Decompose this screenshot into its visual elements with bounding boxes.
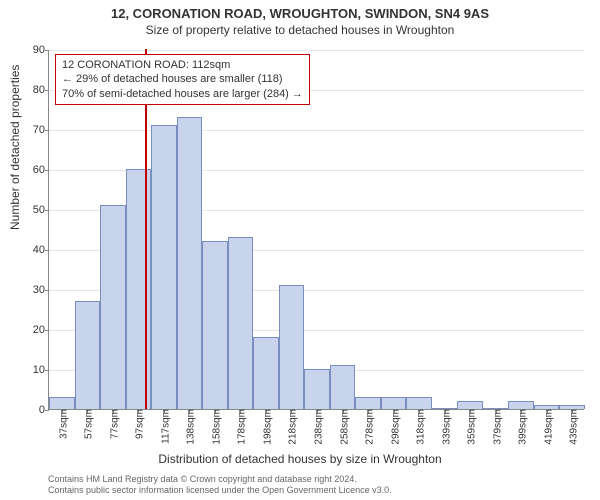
ytick-label: 20 — [33, 324, 49, 336]
bar — [355, 397, 381, 409]
bar — [100, 205, 126, 409]
bar — [304, 369, 330, 409]
y-axis-label: Number of detached properties — [8, 65, 22, 230]
gridline — [49, 50, 584, 51]
xtick-label: 419sqm — [539, 409, 554, 445]
ytick-label: 70 — [33, 124, 49, 136]
xtick-label: 117sqm — [156, 409, 171, 444]
ytick-label: 80 — [33, 84, 49, 96]
xtick-label: 278sqm — [361, 409, 376, 445]
footer-line: Contains HM Land Registry data © Crown c… — [48, 474, 588, 485]
annotation-line: 12 CORONATION ROAD: 112sqm — [62, 58, 303, 72]
ytick-label: 0 — [39, 404, 49, 416]
xtick-label: 198sqm — [258, 409, 273, 445]
bar — [406, 397, 432, 409]
bar — [457, 401, 483, 409]
xtick-label: 439sqm — [565, 409, 580, 445]
bar — [279, 285, 305, 409]
xtick-label: 379sqm — [488, 409, 503, 445]
plot-area: 12 CORONATION ROAD: 112sqm ← 29% of deta… — [48, 50, 584, 410]
xtick-label: 399sqm — [514, 409, 529, 445]
bar — [202, 241, 228, 409]
plot-wrap: 12 CORONATION ROAD: 112sqm ← 29% of deta… — [48, 50, 584, 410]
xtick-label: 298sqm — [386, 409, 401, 445]
xtick-label: 138sqm — [182, 409, 197, 445]
ytick-label: 40 — [33, 244, 49, 256]
chart-subtitle: Size of property relative to detached ho… — [0, 21, 600, 41]
xtick-label: 318sqm — [412, 409, 427, 445]
ytick-label: 90 — [33, 44, 49, 56]
gridline — [49, 130, 584, 131]
chart-container: 12, CORONATION ROAD, WROUGHTON, SWINDON,… — [0, 0, 600, 500]
bar — [253, 337, 279, 409]
bar — [508, 401, 534, 409]
bar — [228, 237, 254, 409]
ytick-label: 60 — [33, 164, 49, 176]
bar — [75, 301, 101, 409]
xtick-label: 258sqm — [335, 409, 350, 445]
footer-line: Contains public sector information licen… — [48, 485, 588, 496]
xtick-label: 359sqm — [463, 409, 478, 445]
xtick-label: 218sqm — [284, 409, 299, 445]
xtick-label: 158sqm — [207, 409, 222, 445]
xtick-label: 97sqm — [131, 409, 146, 439]
x-axis-label: Distribution of detached houses by size … — [0, 452, 600, 466]
bar — [49, 397, 75, 409]
bar — [381, 397, 407, 409]
bar — [330, 365, 356, 409]
annotation-line: 70% of semi-detached houses are larger (… — [62, 87, 303, 101]
bar — [151, 125, 177, 409]
footer: Contains HM Land Registry data © Crown c… — [48, 474, 588, 496]
annotation-box: 12 CORONATION ROAD: 112sqm ← 29% of deta… — [55, 54, 310, 105]
ytick-label: 30 — [33, 284, 49, 296]
xtick-label: 178sqm — [233, 409, 248, 445]
xtick-label: 37sqm — [54, 409, 69, 439]
chart-title: 12, CORONATION ROAD, WROUGHTON, SWINDON,… — [0, 0, 600, 21]
ytick-label: 10 — [33, 364, 49, 376]
xtick-label: 238sqm — [310, 409, 325, 445]
annotation-line: ← 29% of detached houses are smaller (11… — [62, 72, 303, 86]
bar — [126, 169, 152, 409]
bar — [177, 117, 203, 409]
xtick-label: 77sqm — [105, 409, 120, 439]
xtick-label: 57sqm — [80, 409, 95, 439]
xtick-label: 339sqm — [437, 409, 452, 445]
ytick-label: 50 — [33, 204, 49, 216]
